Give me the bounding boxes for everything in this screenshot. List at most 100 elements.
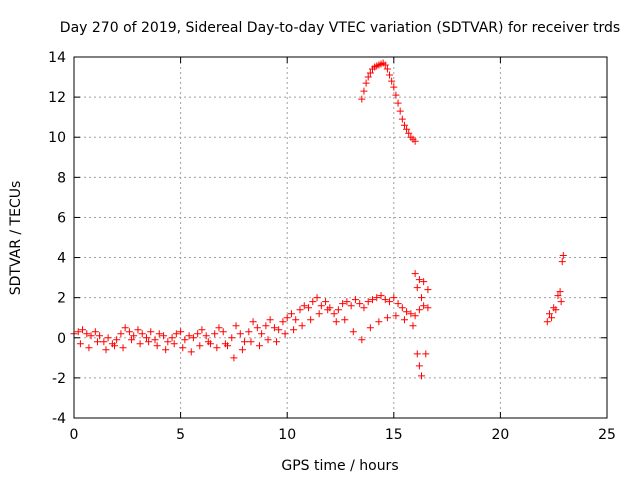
data-point <box>413 284 421 292</box>
chart-title: Day 270 of 2019, Sidereal Day-to-day VTE… <box>60 20 620 36</box>
data-point <box>322 298 330 306</box>
data-point <box>418 372 426 380</box>
data-point <box>392 312 400 320</box>
data-point <box>142 334 150 342</box>
data-point <box>373 294 381 302</box>
data-point <box>262 322 270 330</box>
data-point <box>196 342 204 350</box>
data-point <box>415 276 423 284</box>
data-point <box>266 316 274 324</box>
y-tick-label: 14 <box>48 50 66 66</box>
data-point <box>91 328 99 336</box>
data-point <box>249 318 257 326</box>
y-axis: -4 -2 0 2 4 6 8 10 12 14 <box>48 50 607 427</box>
data-point <box>343 298 351 306</box>
data-point <box>411 270 419 278</box>
data-point <box>351 296 359 304</box>
data-point <box>287 310 295 318</box>
data-point <box>145 338 153 346</box>
data-point <box>415 362 423 370</box>
x-tick-label: 25 <box>598 427 616 443</box>
data-point <box>556 288 564 296</box>
y-tick-label: -4 <box>52 411 66 427</box>
data-point <box>128 336 136 344</box>
data-point <box>221 340 229 348</box>
y-tick-label: 8 <box>57 170 66 186</box>
y-tick-label: 0 <box>57 331 66 347</box>
data-point <box>273 338 281 346</box>
data-point <box>74 328 82 336</box>
data-point <box>405 129 413 137</box>
series-low-band-lower <box>76 306 426 380</box>
data-point <box>290 326 298 334</box>
data-point <box>356 300 364 308</box>
data-point <box>362 79 370 87</box>
data-point <box>400 316 408 324</box>
data-point <box>111 342 119 350</box>
x-tick-label: 0 <box>70 427 79 443</box>
data-point <box>377 292 385 300</box>
series-spikes <box>411 270 432 358</box>
data-point <box>366 69 374 77</box>
data-point <box>557 298 565 306</box>
y-tick-label: 10 <box>48 130 66 146</box>
data-point <box>187 348 195 356</box>
data-point <box>364 298 372 306</box>
data-point <box>198 326 206 334</box>
data-point <box>100 338 108 346</box>
data-point <box>296 306 304 314</box>
data-point <box>317 302 325 310</box>
data-point <box>548 314 556 322</box>
data-point <box>396 107 404 115</box>
data-point <box>125 328 133 336</box>
x-axis: 0 5 10 15 20 25 <box>70 57 616 443</box>
data-point <box>360 87 368 95</box>
data-point <box>386 71 394 79</box>
data-point <box>228 334 236 342</box>
data-point <box>170 340 178 348</box>
data-point <box>368 296 376 304</box>
data-point <box>279 318 287 326</box>
data-point <box>119 344 127 352</box>
data-point <box>236 330 244 338</box>
data-point <box>153 342 161 350</box>
data-point <box>543 318 551 326</box>
y-tick-label: 2 <box>57 291 66 307</box>
data-point <box>255 342 263 350</box>
data-point <box>177 328 185 336</box>
data-point <box>552 306 560 314</box>
y-axis-label: SDTVAR / TECUs <box>8 181 24 296</box>
data-point <box>383 314 391 322</box>
data-point <box>309 298 317 306</box>
data-point <box>113 336 121 344</box>
data-point <box>298 322 306 330</box>
data-point <box>213 344 221 352</box>
data-point <box>264 336 272 344</box>
data-point <box>270 324 278 332</box>
data-point <box>281 330 289 338</box>
y-tick-label: 12 <box>48 90 66 106</box>
data-point <box>117 330 125 338</box>
series-low-band <box>70 292 432 350</box>
data-point <box>400 121 408 129</box>
data-point <box>324 306 332 314</box>
data-point <box>85 344 93 352</box>
x-tick-label: 5 <box>176 427 185 443</box>
data-point <box>241 338 249 346</box>
data-point <box>413 350 421 358</box>
data-point <box>96 332 104 340</box>
data-point <box>424 286 432 294</box>
data-point <box>155 330 163 338</box>
data-point <box>364 73 372 81</box>
data-point <box>347 302 355 310</box>
data-point <box>418 294 426 302</box>
data-point <box>339 300 347 308</box>
data-point <box>332 318 340 326</box>
data-point <box>424 304 432 312</box>
data-point <box>253 324 261 332</box>
x-tick-label: 10 <box>278 427 296 443</box>
data-point <box>172 330 180 338</box>
data-point <box>403 308 411 316</box>
data-point <box>104 334 112 342</box>
